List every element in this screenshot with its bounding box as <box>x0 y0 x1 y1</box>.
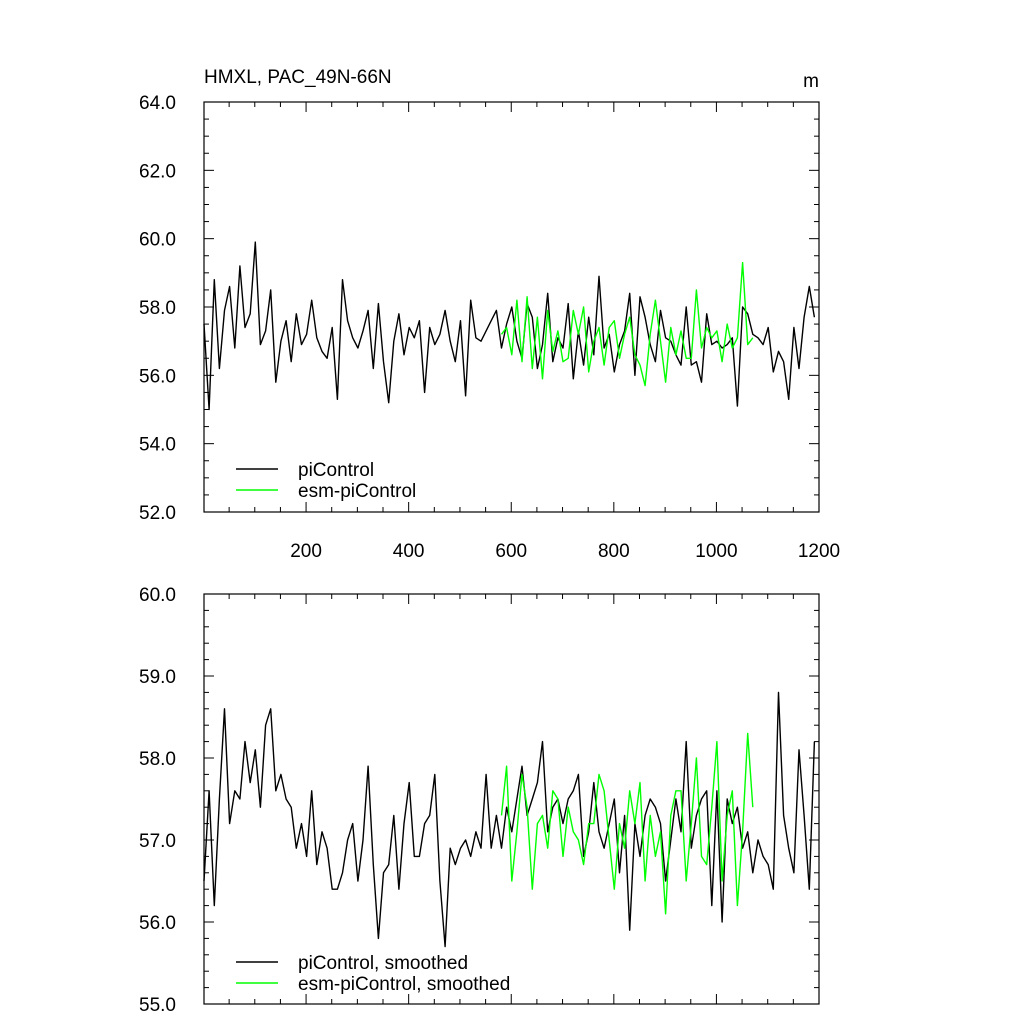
bottom-axis-ticks <box>204 593 820 1005</box>
series-line-picontrol <box>203 241 816 411</box>
y-tick-label: 55.0 <box>139 995 176 1016</box>
y-tick-label: 58.0 <box>139 298 176 319</box>
x-tick-label: 600 <box>495 541 527 562</box>
y-tick-label: 57.0 <box>139 831 176 852</box>
x-tick-label: 400 <box>393 541 425 562</box>
y-tick-label: 52.0 <box>139 503 176 524</box>
units-label: m <box>803 71 819 92</box>
top-axis-ticks <box>204 101 820 513</box>
y-tick-label: 56.0 <box>139 913 176 934</box>
top-panel: HMXL, PAC_49N-66N m 52.0 54.0 56.0 58.0 60.0… <box>139 67 840 562</box>
x-tick-label: 800 <box>598 541 630 562</box>
chart-title: HMXL, PAC_49N-66N <box>204 67 392 88</box>
y-tick-label: 62.0 <box>139 161 176 182</box>
y-tick-label: 59.0 <box>139 667 176 688</box>
y-tick-label: 64.0 <box>139 93 176 114</box>
y-tick-label: 56.0 <box>139 366 176 387</box>
bottom-panel: 55.0 56.0 57.0 58.0 59.0 60.0 piControl, smoo… <box>139 585 820 1016</box>
series-line-esm-picontrol <box>500 261 754 387</box>
y-tick-label: 60.0 <box>139 585 176 606</box>
y-tick-label: 54.0 <box>139 435 176 456</box>
top-x-tick-labels: 200 400 600 800 1000 1200 <box>290 541 840 562</box>
y-tick-label: 58.0 <box>139 749 176 770</box>
x-tick-label: 200 <box>290 541 322 562</box>
legend-label-picontrol-smoothed: piControl, smoothed <box>298 953 468 974</box>
top-y-tick-labels: 52.0 54.0 56.0 58.0 60.0 62.0 64.0 <box>139 93 176 524</box>
legend-top: piControl esm-piControl <box>236 460 416 502</box>
bottom-y-tick-labels: 55.0 56.0 57.0 58.0 59.0 60.0 <box>139 585 176 1016</box>
x-tick-label: 1000 <box>695 541 737 562</box>
x-tick-label: 1200 <box>798 541 840 562</box>
series-line-esm-picontrol-smoothed <box>500 732 754 915</box>
top-series-lines <box>203 241 816 411</box>
legend-bottom: piControl, smoothed esm-piControl, smoot… <box>236 953 510 995</box>
legend-label-picontrol: piControl <box>298 460 374 481</box>
legend-label-esm-picontrol: esm-piControl <box>298 481 416 502</box>
bottom-series-lines <box>203 691 816 948</box>
legend-label-esm-picontrol-smoothed: esm-piControl, smoothed <box>298 974 510 995</box>
y-tick-label: 60.0 <box>139 230 176 251</box>
